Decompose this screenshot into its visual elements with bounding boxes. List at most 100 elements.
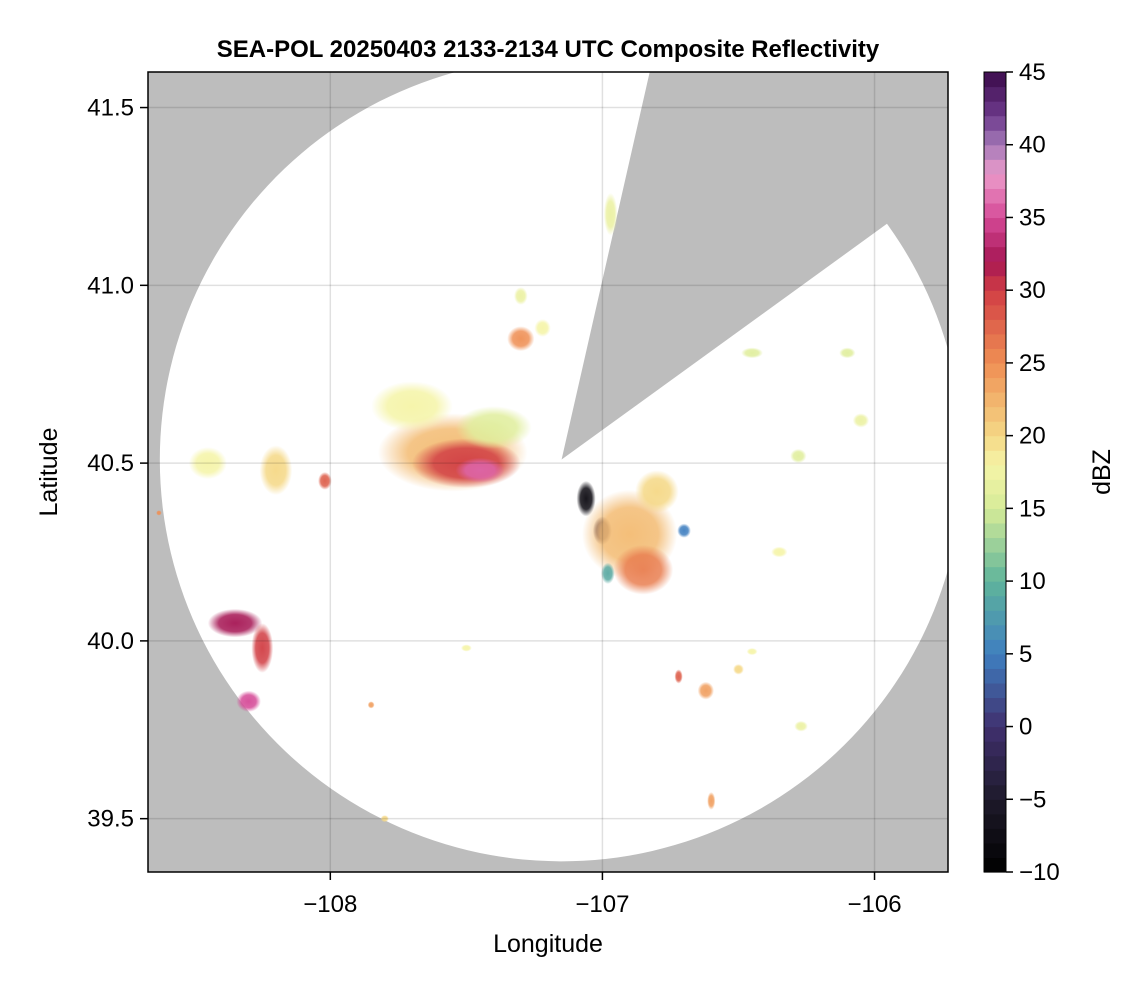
colorbar: [983, 71, 1007, 873]
colorbar-segment: [984, 246, 1006, 262]
x-axis-label: Longitude: [493, 930, 603, 958]
plot-frame: [147, 71, 949, 873]
colorbar-segment: [984, 537, 1006, 553]
echo-cell: [259, 445, 293, 496]
colorbar-segment: [984, 86, 1006, 102]
colorbar-segment: [984, 333, 1006, 349]
chart-title: SEA-POL 20250403 2133-2134 UTC Composite…: [217, 36, 880, 63]
colorbar-segment: [984, 159, 1006, 175]
echo-cell: [746, 648, 758, 656]
echo-cell: [839, 347, 856, 359]
echo-cell: [513, 287, 528, 305]
colorbar-segment: [984, 188, 1006, 204]
echo-cell: [674, 669, 683, 684]
colorbar-ticks: −10 −5 0 5 10 15 20 25 30 35 40 45: [1006, 59, 1060, 886]
echo-cell: [251, 623, 274, 673]
echo-cell: [707, 792, 716, 810]
colorbar-segment: [984, 362, 1006, 379]
x-tick-label: −106: [847, 891, 901, 918]
echo-cell: [371, 381, 453, 432]
echo-cell: [697, 681, 714, 700]
colorbar-segment: [984, 232, 1006, 248]
colorbar-segment: [984, 813, 1006, 829]
colorbar-segment: [984, 72, 1006, 88]
colorbar-segment: [984, 377, 1006, 393]
colorbar-segment: [984, 464, 1006, 480]
colorbar-tick-label: 0: [1019, 714, 1032, 741]
echo-cells: [156, 192, 870, 823]
colorbar-tick-label: 35: [1019, 204, 1046, 231]
colorbar-tick-label: 45: [1019, 59, 1046, 86]
echo-cell: [380, 815, 389, 823]
colorbar-segment: [984, 828, 1006, 844]
plot-area: −108 −107 −106 39.5 40.0 40.5 41.0 41.5: [87, 71, 949, 918]
y-tick-label: 39.5: [87, 806, 134, 833]
echo-cell: [534, 319, 551, 337]
colorbar-label: dBZ: [1088, 449, 1116, 495]
echo-cell: [794, 720, 808, 732]
colorbar-segment: [984, 581, 1006, 597]
radar-coverage-area: [159, 72, 948, 862]
colorbar-frame: [983, 71, 1007, 873]
colorbar-segment: [984, 479, 1006, 495]
colorbar-tick-label: 20: [1019, 423, 1046, 450]
colorbar-segment: [984, 493, 1006, 509]
colorbar-segment: [984, 421, 1006, 437]
colorbar-segment: [984, 522, 1006, 539]
echo-cell: [367, 701, 375, 709]
colorbar-segment: [984, 275, 1006, 291]
x-axis-ticks: −108 −107 −106: [303, 872, 902, 918]
colorbar-segment: [984, 261, 1006, 277]
colorbar-tick-label: 25: [1019, 350, 1046, 377]
colorbar-segment: [984, 755, 1006, 771]
echo-cell: [601, 562, 615, 584]
colorbar-tick-label: 15: [1019, 495, 1046, 522]
colorbar-segment: [984, 595, 1006, 611]
echo-cell: [460, 644, 472, 652]
echo-cell: [677, 523, 691, 538]
colorbar-segment: [984, 101, 1006, 117]
echo-cell: [603, 192, 618, 236]
y-tick-label: 41.0: [87, 272, 134, 299]
colorbar-segment: [984, 115, 1006, 131]
x-tick-label: −107: [575, 891, 629, 918]
colorbar-segment: [984, 552, 1006, 568]
echo-cell: [733, 664, 744, 675]
colorbar-segment: [984, 726, 1006, 742]
colorbar-segment: [984, 392, 1006, 408]
colorbar-segment: [984, 217, 1006, 233]
colorbar-segment: [984, 653, 1006, 669]
echo-cell: [771, 546, 788, 558]
colorbar-segment: [984, 508, 1006, 524]
echo-cell: [455, 457, 505, 483]
colorbar-tick-label: 10: [1019, 568, 1046, 595]
echo-cell: [236, 690, 261, 712]
colorbar-segment: [984, 348, 1006, 364]
colorbar-segment: [984, 566, 1006, 582]
colorbar-segment: [984, 842, 1006, 859]
colorbar-segment: [984, 857, 1006, 873]
echo-cell: [207, 608, 263, 638]
colorbar-tick-label: 40: [1019, 132, 1046, 159]
colorbar-segment: [984, 668, 1006, 684]
colorbar-segment: [984, 784, 1006, 800]
colorbar-segment: [984, 799, 1006, 815]
y-axis-label: Latitude: [35, 428, 63, 517]
colorbar-tick-label: −5: [1019, 786, 1046, 813]
echo-cell: [613, 544, 674, 595]
colorbar-segment: [984, 319, 1006, 335]
gridlines: [148, 72, 948, 872]
colorbar-segment: [984, 639, 1006, 655]
colorbar-segment: [984, 130, 1006, 146]
echo-cell: [852, 413, 870, 428]
colorbar-segment: [984, 173, 1006, 189]
colorbar-tick-label: 30: [1019, 277, 1046, 304]
echo-cell: [318, 472, 332, 490]
y-axis-ticks: 39.5 40.0 40.5 41.0 41.5: [87, 95, 148, 833]
echo-cell: [188, 447, 227, 480]
y-tick-label: 40.0: [87, 628, 134, 655]
colorbar-tick-label: 5: [1019, 641, 1032, 668]
colorbar-segment: [984, 290, 1006, 306]
echo-cell: [790, 448, 807, 464]
